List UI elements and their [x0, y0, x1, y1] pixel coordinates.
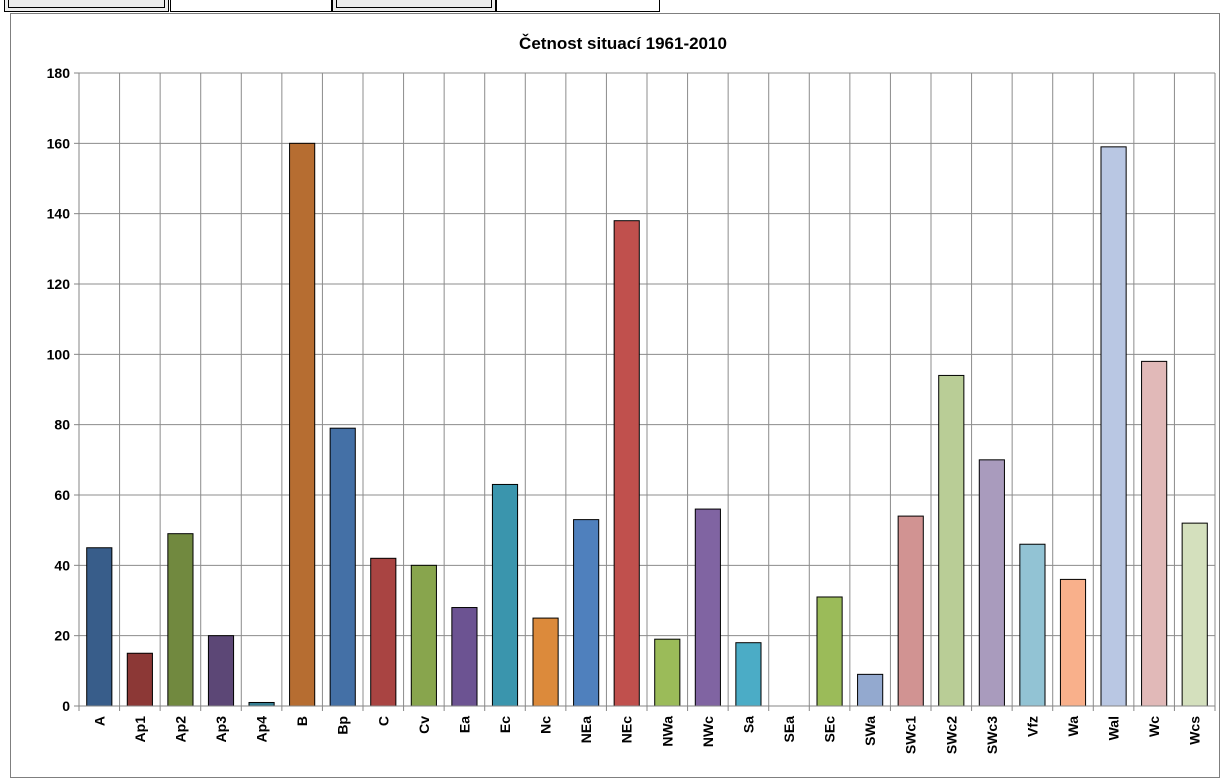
bar-Ap1 [126, 652, 153, 707]
bar-SWc1 [897, 515, 924, 707]
bar-SWc3 [978, 459, 1005, 707]
xtick-label-B: B [294, 716, 310, 726]
ytick-label-0: 0 [62, 698, 70, 714]
xtick-label-SEa: SEa [781, 716, 797, 743]
ytick-label-60: 60 [54, 487, 70, 503]
ytick-label-40: 40 [54, 557, 70, 573]
xtick-label-A: A [91, 716, 107, 726]
bar-A [86, 547, 113, 707]
xtick-label-SWc3: SWc3 [984, 716, 1000, 754]
x-axis-ticks: A Ap1 Ap2 Ap3 Ap4 B Bp C Cv Ea Ec Nc NEa NEc NWa NWc Sa S… [91, 716, 1202, 754]
ytick-label-160: 160 [47, 135, 71, 151]
sheet-tab-1[interactable] [4, 0, 169, 12]
bar-Ap4 [248, 701, 275, 707]
sheet-tab-3[interactable] [332, 0, 496, 12]
bar-Ap3 [207, 635, 235, 707]
axes [74, 72, 1216, 711]
chart-area[interactable]: Četnost situací 1961-2010 0 20 40 60 80 100 12… [10, 13, 1220, 778]
xtick-label-NWa: NWa [659, 716, 675, 747]
xtick-label-NEa: NEa [578, 716, 594, 743]
bar-chart: Četnost situací 1961-2010 0 20 40 60 80 100 12… [47, 34, 1216, 754]
xtick-label-Wa: Wa [1065, 716, 1081, 737]
xtick-label-Sa: Sa [740, 716, 756, 733]
bar-Bp [329, 427, 356, 707]
xtick-label-Cv: Cv [416, 716, 432, 734]
xtick-label-SEc: SEc [822, 716, 838, 743]
bar-NWc [694, 508, 721, 707]
bar-Wc [1141, 360, 1168, 707]
xtick-label-C: C [375, 716, 391, 726]
bar-NWa [654, 638, 681, 707]
bar-C [370, 557, 397, 707]
xtick-label-Wc: Wc [1146, 716, 1162, 737]
xtick-label-Ap3: Ap3 [213, 716, 229, 743]
bar-Ap2 [167, 533, 194, 707]
y-axis-ticks: 0 20 40 60 80 100 120 140 160 180 [47, 65, 71, 714]
xtick-label-NEc: NEc [619, 716, 635, 743]
xtick-label-Ea: Ea [456, 716, 472, 733]
xtick-label-Ap1: Ap1 [132, 716, 148, 743]
xtick-label-SWc1: SWc1 [903, 716, 919, 754]
xtick-label-Nc: Nc [538, 716, 554, 734]
xtick-label-Ec: Ec [497, 716, 513, 733]
bar-Nc [532, 617, 559, 707]
bar-B [289, 142, 316, 707]
ytick-label-20: 20 [54, 628, 70, 644]
xtick-label-Ap4: Ap4 [254, 716, 270, 743]
ytick-label-180: 180 [47, 65, 71, 81]
ytick-label-120: 120 [47, 276, 71, 292]
xtick-label-Bp: Bp [335, 716, 351, 735]
bar-Vfz [1019, 543, 1046, 707]
ytick-label-80: 80 [54, 417, 70, 433]
bar-SEc [816, 596, 843, 707]
xtick-label-NWc: NWc [700, 716, 716, 747]
xtick-label-SWc2: SWc2 [943, 716, 959, 754]
bar-Wcs [1181, 522, 1208, 707]
sheet-tab-1-inner [8, 0, 165, 8]
xtick-label-Ap2: Ap2 [172, 716, 188, 743]
sheet-tab-2[interactable] [170, 0, 332, 12]
bar-Cv [410, 564, 437, 707]
ytick-label-140: 140 [47, 206, 71, 222]
xtick-label-Vfz: Vfz [1024, 716, 1040, 737]
bar-Wal [1100, 146, 1127, 707]
bar-SWc2 [938, 374, 965, 707]
xtick-label-Wal: Wal [1106, 716, 1122, 740]
sheet-tab-3-inner [336, 0, 492, 8]
bar-Sa [735, 642, 762, 707]
bar-NEc [613, 220, 640, 707]
bar-Ea [451, 607, 478, 707]
bar-SWa [857, 673, 884, 707]
chart-title: Četnost situací 1961-2010 [519, 34, 727, 53]
bar-Ec [491, 483, 519, 707]
xtick-label-SWa: SWa [862, 716, 878, 746]
xtick-label-Wcs: Wcs [1187, 716, 1203, 745]
bar-NEa [573, 519, 600, 707]
ytick-label-100: 100 [47, 346, 71, 362]
sheet-tab-4[interactable] [496, 0, 660, 12]
bar-Wa [1059, 578, 1087, 707]
